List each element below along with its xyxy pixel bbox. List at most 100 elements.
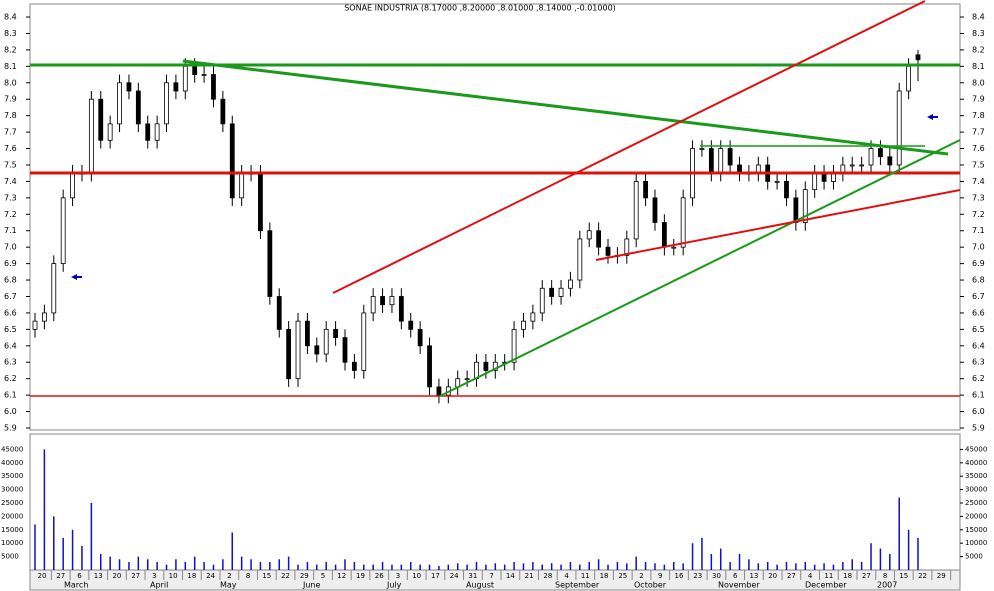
y-tick-label: 8.1 <box>4 62 17 71</box>
candle-body <box>88 98 94 174</box>
volume-bar <box>184 561 187 570</box>
volume-bar <box>719 548 722 570</box>
y-tick-label: 6.1 <box>972 391 985 400</box>
candle-body <box>492 361 498 371</box>
volume-bar <box>456 563 459 570</box>
x-tick-label: 6 <box>77 572 82 580</box>
volume-bar <box>137 556 140 570</box>
y-tick-label: 7.4 <box>4 177 17 186</box>
x-tick-label: 17 <box>431 572 440 580</box>
volume-bar <box>907 529 910 570</box>
y-tick-label: 8.3 <box>972 29 985 38</box>
volume-bar <box>682 563 684 570</box>
candle-body <box>333 328 338 338</box>
volume-tick-label: 15000 <box>1 526 23 534</box>
x-tick-label: 4 <box>808 572 813 580</box>
volume-bar <box>917 537 919 570</box>
x-tick-label: 25 <box>618 572 627 580</box>
volume-bar <box>363 564 365 570</box>
volume-tick-label: 20000 <box>1 512 23 520</box>
marker-arrow <box>927 114 938 120</box>
x-tick-label: 10 <box>169 572 178 580</box>
y-tick-label: 6.5 <box>4 325 17 334</box>
marker-arrow <box>71 274 82 280</box>
volume-bar <box>325 561 327 570</box>
month-label: December <box>805 581 847 590</box>
y-tick-label: 6.6 <box>972 308 985 317</box>
volume-bar <box>146 559 149 570</box>
candle-body <box>906 65 912 92</box>
volume-tick-label: 5000 <box>1 553 19 561</box>
volume-bar <box>795 563 797 570</box>
candle-body <box>868 148 874 166</box>
volume-bar <box>569 561 572 570</box>
candle-body <box>812 172 818 191</box>
y-tick-label: 8.4 <box>972 13 985 22</box>
candle-body <box>568 279 573 289</box>
volume-bar <box>109 556 111 570</box>
x-tick-label: 2 <box>639 572 643 580</box>
month-label: November <box>718 581 760 590</box>
volume-bar <box>748 559 750 570</box>
candle-body <box>483 361 489 371</box>
x-tick-label: 11 <box>824 572 833 580</box>
candle-body <box>699 148 705 150</box>
month-label: September <box>555 581 600 590</box>
x-tick-label: 5 <box>321 572 325 580</box>
y-tick-label: 8.4 <box>4 13 17 22</box>
y-tick-label: 7.3 <box>972 193 985 202</box>
x-tick-label: 30 <box>712 572 721 580</box>
volume-bar <box>43 449 46 570</box>
candle-body <box>521 320 526 330</box>
candle-body <box>624 238 630 256</box>
month-label: May <box>220 581 237 590</box>
y-tick-label: 7.8 <box>4 111 17 120</box>
y-tick-label: 6.1 <box>4 391 17 400</box>
y-tick-label: 8.2 <box>972 45 985 54</box>
candle-body <box>126 82 132 92</box>
volume-bar <box>475 561 478 570</box>
volume-bar <box>607 564 609 570</box>
chart-title: SONAE INDUSTRIA (8.17000 ,8.20000 ,8.010… <box>344 4 616 13</box>
y-tick-label: 6.2 <box>4 374 17 383</box>
volume-bar <box>503 564 506 570</box>
month-label: April <box>150 581 168 590</box>
y-tick-label: 7.3 <box>4 193 17 202</box>
volume-bar <box>597 559 600 570</box>
x-tick-label: 4 <box>564 572 569 580</box>
candle-body <box>802 189 808 223</box>
y-tick-label: 6.0 <box>4 407 17 416</box>
candle-body <box>145 123 151 141</box>
volume-bar <box>100 553 102 570</box>
candle-body <box>887 156 893 166</box>
candle-body <box>859 164 865 167</box>
candle-body <box>70 172 75 199</box>
volume-bar <box>278 559 280 570</box>
candle-body <box>239 172 245 199</box>
volume-tick-label: 10000 <box>1 539 23 547</box>
volume-bar <box>419 564 421 570</box>
x-tick-label: 9 <box>658 572 662 580</box>
candle-body <box>774 181 780 183</box>
y-tick-label: 6.0 <box>972 407 985 416</box>
volume-bar <box>212 564 215 570</box>
candle-body <box>878 148 883 158</box>
candle-body <box>464 378 470 381</box>
volume-bar <box>203 561 205 570</box>
x-tick-label: 15 <box>262 572 271 580</box>
candle-body <box>107 123 113 141</box>
candle-body <box>474 361 479 380</box>
volume-bar <box>738 553 741 570</box>
x-tick-label: 20 <box>768 572 777 580</box>
volume-tick-label: 35000 <box>1 472 23 480</box>
x-tick-label: 26 <box>375 572 384 580</box>
volume-bar <box>287 556 290 570</box>
volume-bar <box>729 561 731 570</box>
x-tick-label: 13 <box>94 572 103 580</box>
y-tick-label: 7.7 <box>4 128 17 137</box>
volume-bar <box>644 561 647 570</box>
candle-body <box>220 98 226 125</box>
x-tick-label: 28 <box>543 572 552 580</box>
x-tick-label: 22 <box>918 572 927 580</box>
